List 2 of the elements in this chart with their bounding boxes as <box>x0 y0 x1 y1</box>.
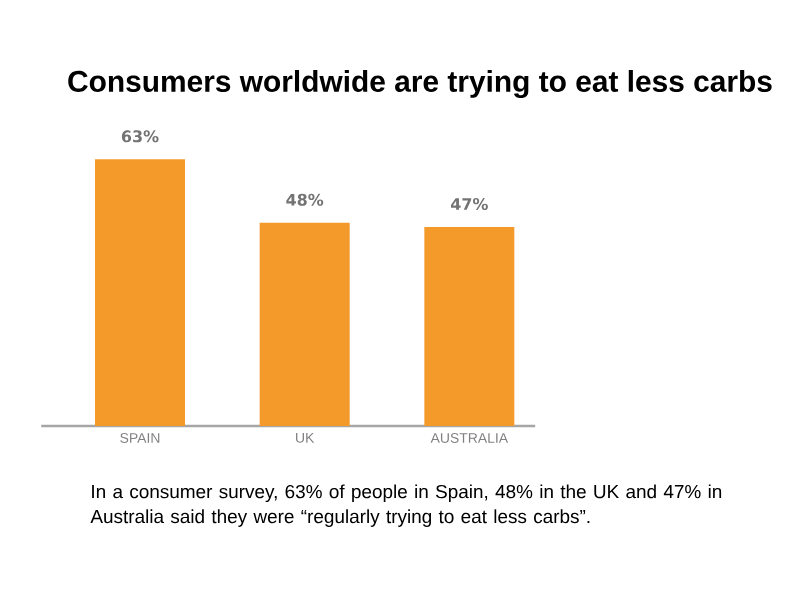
text: In a consumer survey, 63% of people in Spain, 48% in the UK and 47% in Australia said they were “regularly trying to eat less carbs”. <box>90 484 722 527</box>
chart-title: Consumers worldwide are trying to eat less carbs <box>68 70 772 99</box>
